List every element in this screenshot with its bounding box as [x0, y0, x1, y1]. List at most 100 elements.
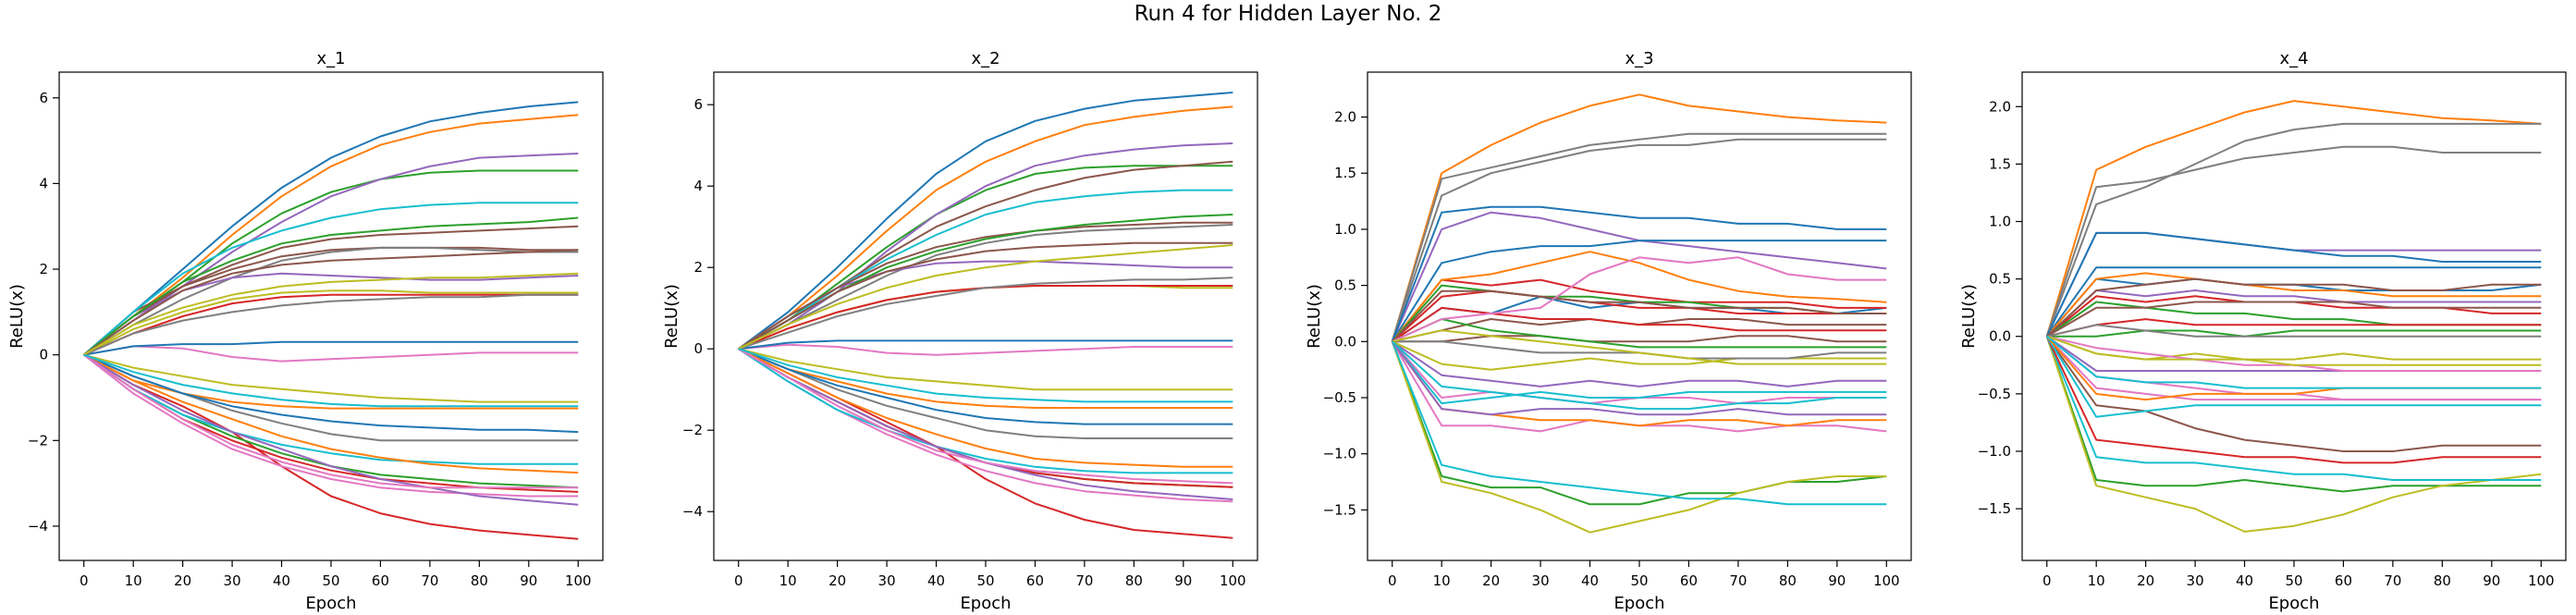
series-line-28: [2046, 324, 2542, 338]
x-axis-label: Epoch: [2268, 594, 2319, 613]
series-line-1: [83, 101, 579, 356]
series-line-10: [2045, 336, 2542, 481]
series-line-29: [738, 244, 1233, 351]
x-tick-label: 90: [2483, 572, 2500, 589]
x-tick-label: 80: [2434, 572, 2451, 589]
series-line-29: [2046, 335, 2542, 366]
series-line-22: [83, 353, 579, 474]
x-axis-label: Epoch: [960, 594, 1011, 613]
x-tick-label: 100: [565, 572, 592, 589]
series-line-7: [2045, 336, 2542, 401]
x-tick-label: 40: [1581, 572, 1599, 589]
series-line-19: [83, 289, 579, 356]
series-line-16: [1392, 335, 1887, 343]
series-line-29: [83, 272, 579, 356]
series-line-10: [83, 202, 579, 356]
figure-title: Run 4 for Hidden Layer No. 2: [1134, 2, 1442, 26]
series-line-30: [1392, 340, 1887, 411]
y-tick-label: 4: [39, 175, 48, 191]
series-line-27: [83, 353, 579, 489]
y-tick-label: 0: [39, 347, 48, 363]
x-tick-label: 100: [2528, 572, 2555, 589]
series-line-20: [2045, 336, 2542, 418]
series-line-7: [83, 345, 579, 363]
series-line-29: [1392, 329, 1887, 365]
x-tick-label: 0: [2042, 572, 2052, 589]
x-tick-label: 60: [1026, 572, 1044, 589]
x-tick-label: 50: [976, 572, 994, 589]
x-tick-label: 20: [174, 572, 191, 589]
x-tick-label: 30: [878, 572, 896, 589]
y-tick-label: 2: [39, 261, 48, 277]
x-tick-label: 0: [734, 572, 743, 589]
series-line-15: [83, 272, 579, 356]
series-line-19: [1392, 340, 1887, 371]
series-line-18: [738, 348, 1233, 439]
series-line-8: [83, 246, 579, 356]
series-line-24: [83, 293, 579, 356]
series-line-20: [1391, 340, 1887, 405]
series-line-20: [738, 348, 1233, 474]
y-tick-label: 2.0: [1334, 109, 1356, 126]
series-line-21: [2045, 231, 2542, 338]
x-tick-label: 50: [2285, 572, 2302, 589]
series-line-5: [83, 153, 579, 356]
x-tick-label: 0: [80, 572, 89, 589]
series-line-12: [738, 348, 1233, 409]
x-tick-label: 50: [1630, 572, 1648, 589]
series-line-8: [1391, 132, 1887, 342]
x-tick-label: 90: [1828, 572, 1846, 589]
x-tick-label: 60: [372, 572, 389, 589]
y-tick-label: −4: [28, 518, 48, 535]
series-line-20: [83, 353, 579, 465]
x-axis-label: Epoch: [1613, 594, 1664, 613]
series-line-12: [83, 353, 579, 410]
series-line-9: [2045, 336, 2542, 533]
series-line-2: [738, 105, 1233, 351]
subplot-title: x_3: [1625, 49, 1653, 68]
series-line-2: [2045, 100, 2542, 337]
series-line-7: [738, 343, 1233, 356]
y-tick-label: 0.0: [1989, 328, 2011, 345]
series-line-4: [83, 353, 579, 540]
y-tick-label: 1.0: [1334, 221, 1356, 238]
y-tick-label: 6: [693, 96, 703, 113]
x-tick-label: 20: [828, 572, 846, 589]
series-line-30: [2046, 335, 2542, 389]
series-line-12: [1391, 251, 1887, 342]
series-line-23: [83, 216, 579, 356]
x-tick-label: 0: [1388, 572, 1397, 589]
series-line-11: [83, 340, 579, 356]
series-line-26: [2046, 277, 2542, 338]
series-line-9: [83, 353, 579, 403]
x-tick-label: 50: [322, 572, 339, 589]
x-tick-label: 40: [273, 572, 290, 589]
series-line-2: [1391, 93, 1887, 342]
x-tick-label: 70: [421, 572, 438, 589]
x-tick-label: 10: [779, 572, 797, 589]
x-tick-label: 80: [1779, 572, 1797, 589]
x-axis-label: Epoch: [305, 594, 356, 613]
series-line-10: [1391, 340, 1887, 506]
x-tick-label: 30: [2187, 572, 2204, 589]
series-line-27: [1392, 256, 1887, 343]
x-tick-label: 30: [1532, 572, 1550, 589]
y-axis-label: ReLU(x): [662, 284, 681, 349]
series-line-30: [83, 353, 579, 408]
y-tick-label: −2: [682, 422, 703, 438]
series-line-26: [83, 249, 579, 356]
x-tick-label: 10: [2088, 572, 2105, 589]
y-tick-label: −1.5: [1978, 500, 2011, 517]
series-line-18: [1391, 138, 1887, 342]
series-line-15: [1392, 340, 1887, 387]
x-tick-label: 60: [2335, 572, 2352, 589]
x-tick-label: 10: [125, 572, 142, 589]
series-line-21: [1391, 205, 1887, 342]
series-line-3: [2045, 336, 2542, 493]
series-line-3: [738, 165, 1233, 351]
series-line-2: [83, 114, 579, 356]
y-tick-label: 4: [693, 178, 703, 194]
